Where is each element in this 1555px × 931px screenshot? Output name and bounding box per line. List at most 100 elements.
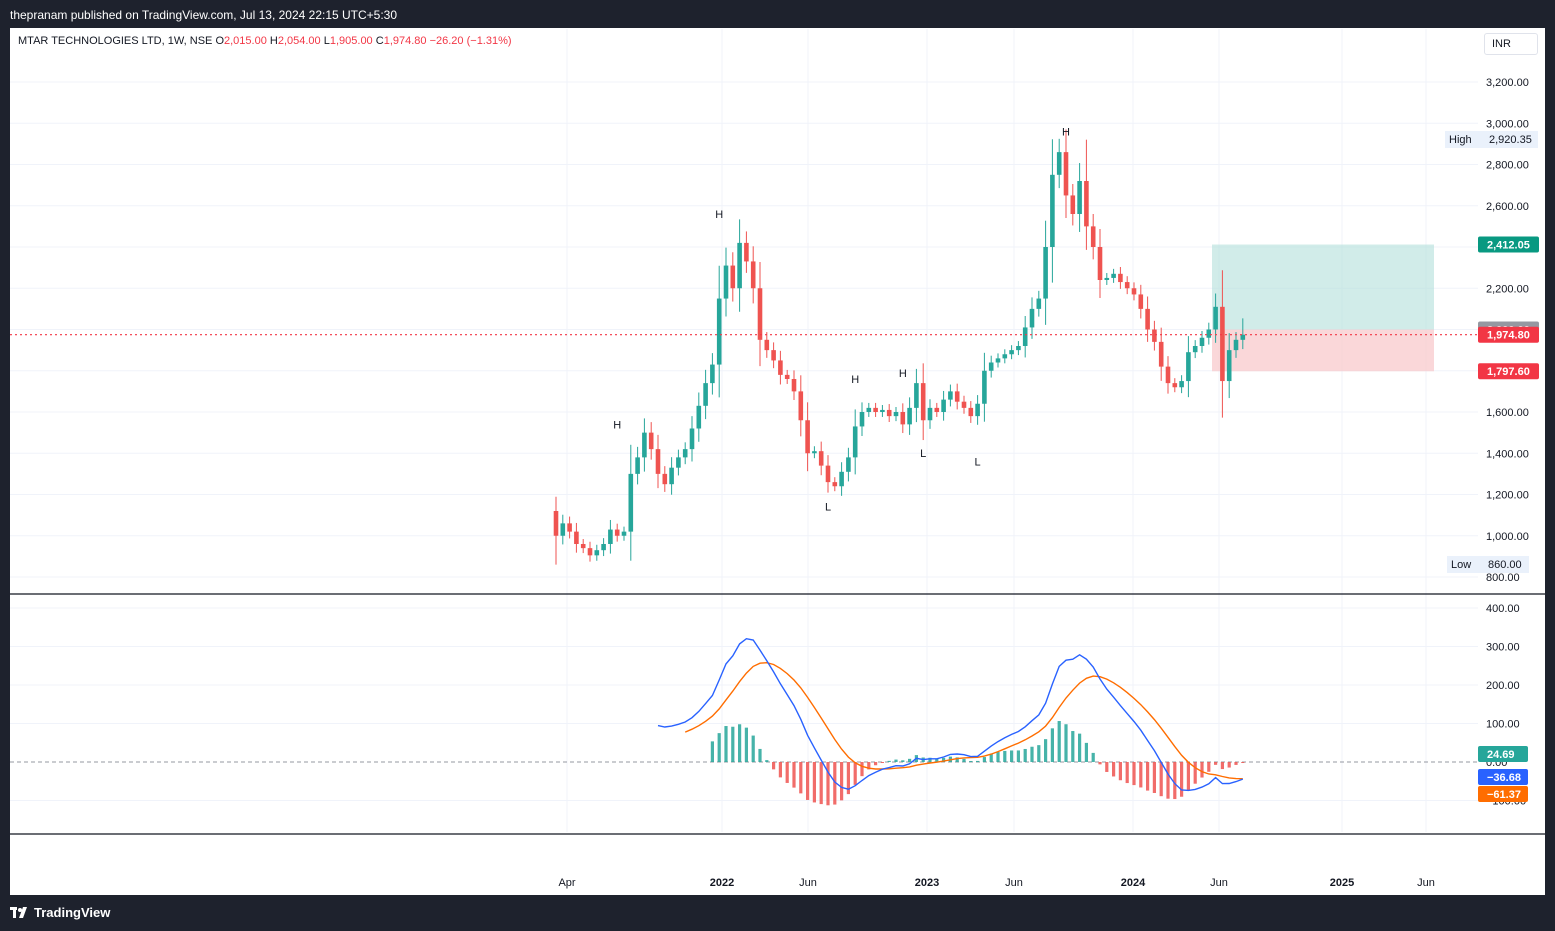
macd-histogram-bar	[989, 753, 993, 762]
candle-body	[1206, 329, 1212, 338]
candle-body	[866, 407, 872, 412]
chart-area[interactable]	[10, 28, 1545, 895]
target-zone	[1212, 244, 1434, 330]
candle-body	[1022, 327, 1028, 346]
macd-histogram-bar	[1105, 762, 1109, 772]
candle-body	[757, 288, 763, 340]
candle-body	[567, 523, 572, 532]
price-axis-label: 1,000.00	[1486, 531, 1529, 543]
candle-body	[662, 473, 668, 485]
macd-line	[657, 637, 1244, 792]
candle-body	[832, 482, 838, 487]
candle-body	[818, 451, 824, 466]
candle-body	[1226, 350, 1232, 382]
candle-body	[1050, 174, 1055, 247]
currency-button[interactable]: INR	[1484, 33, 1538, 55]
macd-histogram-bar	[996, 752, 1000, 762]
candle-body	[689, 428, 695, 450]
candle-body	[1097, 247, 1103, 280]
macd-histogram-bar	[1125, 762, 1129, 784]
macd-histogram-bar	[799, 762, 803, 794]
macd-histogram-bar	[928, 757, 932, 762]
macd-histogram-bar	[846, 762, 850, 795]
macd-histogram-bar	[942, 757, 946, 762]
time-axis-label: Jun	[1210, 877, 1228, 889]
price-axis-label: 2,200.00	[1486, 283, 1529, 295]
high-value: 2,054.00	[277, 35, 321, 47]
macd-histogram-bar	[819, 762, 823, 805]
candle-body	[941, 399, 946, 412]
macd-histogram-bar	[955, 757, 959, 762]
low-marker: L	[920, 448, 926, 460]
time-axis-label: 2024	[1121, 877, 1146, 889]
macd-histogram-bar	[738, 724, 742, 762]
macd-histogram-bar	[1220, 762, 1224, 770]
macd-histogram-bar	[1010, 750, 1014, 762]
macd-histogram-bar	[812, 762, 816, 803]
price-axis-label: 1,600.00	[1486, 407, 1529, 419]
macd-histogram-bar	[1023, 748, 1027, 762]
candle-body	[1118, 273, 1123, 283]
macd-histogram-bar	[887, 760, 891, 762]
candle-body	[961, 401, 967, 408]
macd-histogram-bar	[1180, 762, 1184, 797]
candle-body	[1240, 334, 1246, 340]
low-label-value: 860.00	[1488, 559, 1522, 571]
candle-body	[723, 265, 729, 299]
candle-body	[682, 449, 688, 458]
macd-histogram-bar	[969, 760, 973, 762]
candle-body	[574, 531, 579, 544]
macd-histogram-bar	[880, 762, 884, 763]
candle-body	[798, 391, 804, 421]
price-badge-stop-text: 1,797.60	[1487, 366, 1530, 378]
price-axis-label: 2,800.00	[1486, 160, 1529, 172]
macd-histogram-bar	[1050, 728, 1054, 762]
candle-body	[1009, 350, 1014, 355]
price-axis-label: 1,400.00	[1486, 448, 1529, 460]
macd-histogram-bar	[1159, 762, 1163, 797]
candle-body	[1056, 152, 1062, 175]
candle-body	[1152, 329, 1157, 342]
macd-histogram-bar	[1241, 762, 1245, 763]
macd-histogram-bar	[1200, 762, 1204, 778]
low-label-box	[1447, 556, 1529, 573]
macd-histogram-bar	[1173, 762, 1177, 800]
candle-body	[648, 432, 654, 450]
change-value: −26.20 (−1.31%)	[429, 35, 512, 47]
candle-body	[846, 457, 851, 472]
candle-body	[594, 550, 600, 556]
macd-histogram-bar	[1146, 762, 1150, 791]
candle-body	[771, 350, 776, 361]
candle-body	[873, 407, 878, 412]
macd-histogram-bar	[1091, 752, 1095, 762]
macd-histogram-bar	[1003, 750, 1007, 762]
candle-body	[1199, 337, 1205, 346]
candle-body	[934, 407, 940, 412]
price-badge-target-text: 2,412.05	[1487, 240, 1530, 252]
time-axis-label: Jun	[1005, 877, 1023, 889]
candle-body	[730, 265, 736, 289]
macd-histogram-bar	[1227, 762, 1231, 768]
candle-body	[1084, 181, 1089, 227]
candle-body	[553, 511, 559, 536]
macd-histogram-bar	[894, 759, 898, 762]
candle-body	[601, 544, 606, 551]
macd-histogram-bar	[976, 760, 980, 762]
open-label: O	[215, 35, 224, 47]
macd-histogram-bar	[1132, 762, 1136, 786]
candle-body	[805, 420, 810, 454]
macd-axis-label: 200.00	[1486, 680, 1520, 692]
low-value: 1,905.00	[329, 35, 373, 47]
macd-histogram-bar	[1234, 762, 1238, 765]
candle-body	[1233, 339, 1239, 351]
macd-histogram-bar	[1207, 762, 1211, 772]
candle-body	[737, 242, 742, 289]
candle-body	[839, 471, 844, 487]
macd-histogram-bar	[1030, 746, 1034, 762]
stop-zone	[1212, 329, 1434, 372]
candle-body	[560, 523, 566, 536]
macd-histogram-bar	[1098, 762, 1102, 765]
macd-histogram-bar	[1064, 724, 1068, 762]
macd-histogram-bar	[1166, 762, 1170, 799]
